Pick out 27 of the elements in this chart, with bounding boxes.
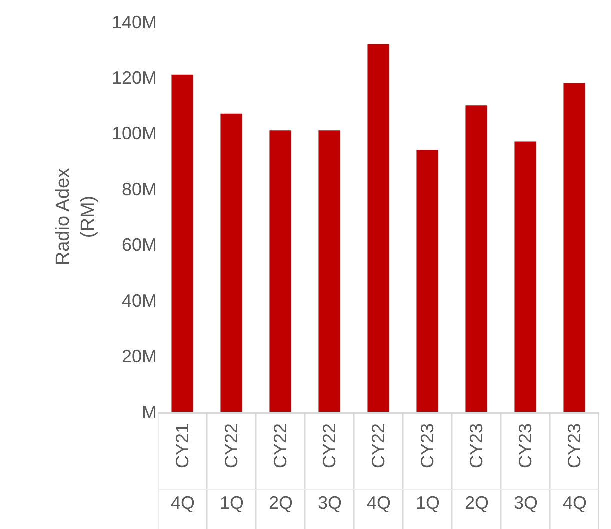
y-tick-label: M (142, 402, 157, 422)
category-label: CY22 3Q (318, 423, 342, 513)
y-tick-label: 20M (122, 346, 157, 367)
category-label: CY22 4Q (367, 423, 392, 513)
category-label: CY23 3Q (514, 423, 538, 513)
category-label: CY22 1Q (220, 423, 244, 513)
category-label: CY23 4Q (563, 423, 588, 513)
bar (466, 106, 488, 412)
bar (318, 130, 340, 412)
y-tick-label: 40M (122, 290, 157, 311)
bar (416, 150, 438, 412)
bar (172, 74, 194, 412)
bar (220, 114, 242, 412)
bar (368, 44, 390, 412)
category-label: CY23 1Q (416, 423, 440, 513)
category-label: CY22 2Q (269, 423, 294, 513)
y-axis-title: Radio Adex (RM) (53, 168, 99, 266)
bar (514, 142, 536, 412)
bar (270, 130, 292, 412)
y-tick-label: 120M (112, 68, 157, 88)
y-tick-label: 80M (122, 179, 157, 200)
category-label: CY21 4Q (171, 423, 196, 513)
y-tick-label: 60M (122, 235, 157, 256)
y-tick-label: 140M (112, 12, 157, 32)
category-label: CY23 2Q (465, 423, 490, 513)
y-tick-label: 100M (112, 124, 157, 144)
bar (564, 83, 586, 412)
